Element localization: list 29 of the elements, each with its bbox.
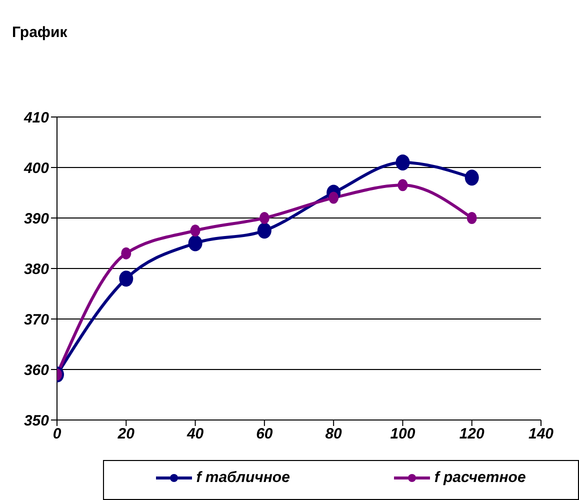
chart-title: График <box>12 24 68 41</box>
x-tick-label: 80 <box>325 426 343 443</box>
y-tick-label: 360 <box>24 362 50 379</box>
y-tick-label: 410 <box>22 109 50 126</box>
x-tick-label: 40 <box>186 426 204 443</box>
legend-label: f табличное <box>195 469 290 486</box>
x-tick-label: 140 <box>528 426 554 443</box>
point <box>121 247 132 260</box>
point <box>190 224 200 237</box>
point <box>188 235 202 252</box>
x-tick-label: 120 <box>459 426 486 443</box>
point <box>466 212 477 224</box>
point <box>328 192 339 204</box>
y-tick-label: 400 <box>22 160 50 177</box>
y-tick-label: 350 <box>24 412 50 430</box>
y-tick-label: 390 <box>24 210 50 228</box>
point <box>464 170 479 186</box>
x-tick-label: 100 <box>390 426 416 443</box>
x-tick-label: 20 <box>116 426 136 443</box>
point <box>119 270 134 287</box>
y-tick-label: 380 <box>24 260 50 278</box>
point <box>259 212 270 224</box>
legend-label: f расчетное <box>433 469 526 486</box>
point <box>396 154 410 170</box>
point <box>398 179 408 192</box>
y-tick-label: 370 <box>24 311 50 328</box>
x-tick-label: 60 <box>256 426 274 443</box>
x-tick-label: 0 <box>52 426 62 443</box>
point <box>257 222 272 239</box>
